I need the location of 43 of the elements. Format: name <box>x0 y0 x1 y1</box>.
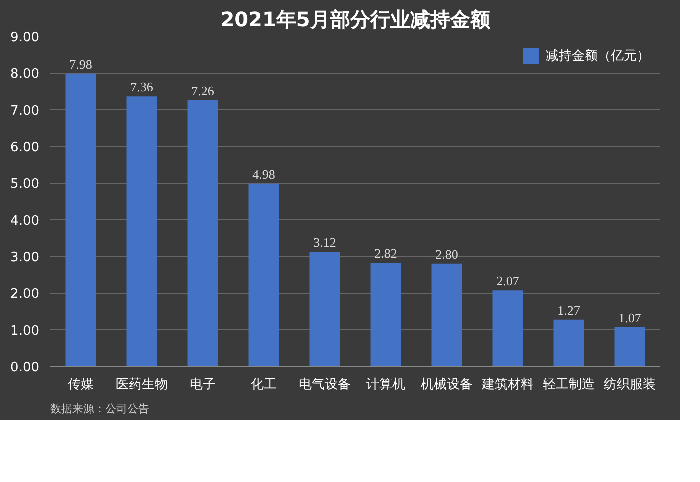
bar <box>554 320 584 366</box>
data-label: 1.27 <box>558 302 581 318</box>
x-tick-label: 建筑材料 <box>481 378 534 392</box>
data-label: 2.80 <box>436 246 458 262</box>
data-label: 4.98 <box>252 166 276 182</box>
data-label: 7.26 <box>192 83 215 98</box>
x-tick-label: 医药生物 <box>116 378 168 392</box>
y-tick-label: 4.00 <box>10 214 40 229</box>
data-label: 2.82 <box>374 246 398 262</box>
y-tick-label: 3.00 <box>10 250 40 266</box>
bar <box>370 263 402 366</box>
data-label: 7.36 <box>130 80 154 95</box>
legend-label: 减持金额（亿元） <box>546 48 650 65</box>
bar <box>248 184 280 366</box>
data-label: 7.98 <box>70 56 92 72</box>
y-tick-label: 1.00 <box>10 324 40 339</box>
bar <box>126 96 158 366</box>
bar <box>492 290 524 366</box>
x-tick-label: 纺织服装 <box>604 378 656 392</box>
x-tick-label: 电子 <box>190 378 216 392</box>
source-note: 数据来源：公司公告 <box>50 402 150 416</box>
data-label: 1.07 <box>618 310 642 326</box>
y-tick-label: 9.00 <box>10 30 40 46</box>
chart-title: 2021年5月部分行业减持金额 <box>220 8 492 32</box>
bar <box>188 100 218 366</box>
bar <box>432 264 462 366</box>
y-tick-label: 6.00 <box>10 140 40 156</box>
x-tick-label: 计算机 <box>366 378 406 392</box>
data-label: 2.07 <box>496 274 520 289</box>
y-tick-label: 8.00 <box>10 67 40 82</box>
y-tick-label: 2.00 <box>10 287 40 302</box>
y-tick-label: 7.00 <box>10 104 40 119</box>
x-tick-label: 电气设备 <box>299 378 351 392</box>
x-tick-label: 化工 <box>251 378 277 392</box>
bar <box>310 252 340 366</box>
bar <box>614 327 646 366</box>
bar <box>66 74 96 366</box>
y-tick-label: 5.00 <box>10 177 40 192</box>
x-tick-label: 传媒 <box>68 378 94 392</box>
x-tick-label: 机械设备 <box>421 378 473 392</box>
y-tick-label: 0.00 <box>10 360 40 376</box>
data-label: 3.12 <box>314 235 336 250</box>
x-tick-label: 轻工制造 <box>543 378 595 392</box>
